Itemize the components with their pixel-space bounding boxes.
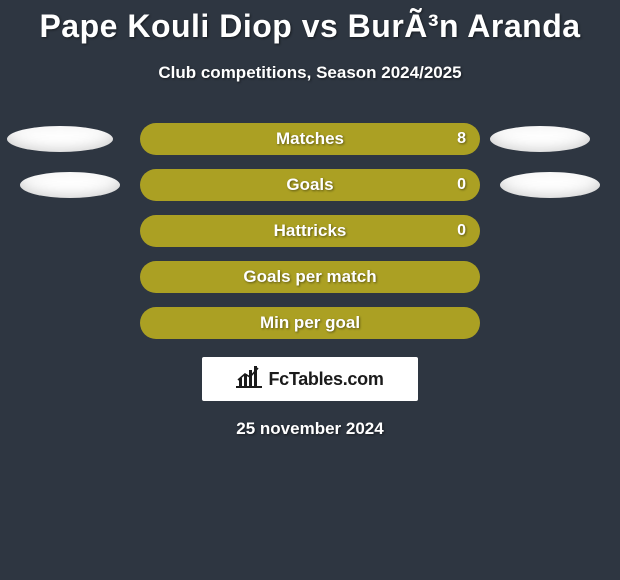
stat-label: Matches	[276, 129, 344, 149]
stat-value: 0	[457, 222, 466, 240]
stat-value: 8	[457, 130, 466, 148]
chart-icon	[236, 366, 262, 393]
left-ellipse	[20, 172, 120, 198]
right-ellipse	[490, 126, 590, 152]
stat-bar: Hattricks 0	[140, 215, 480, 247]
stat-row: Goals per match	[0, 261, 620, 293]
stat-bars: Matches 8 Goals 0 Hattricks 0 Goals per match M…	[0, 123, 620, 339]
stat-value: 0	[457, 176, 466, 194]
stat-bar: Matches 8	[140, 123, 480, 155]
stat-row: Hattricks 0	[0, 215, 620, 247]
stat-label: Hattricks	[274, 221, 347, 241]
page-title: Pape Kouli Diop vs BurÃ³n Aranda	[0, 0, 620, 45]
right-ellipse	[500, 172, 600, 198]
stat-bar: Goals per match	[140, 261, 480, 293]
stat-row: Matches 8	[0, 123, 620, 155]
stat-label: Goals	[286, 175, 333, 195]
logo-box: FcTables.com	[202, 357, 418, 401]
comparison-infographic: Pape Kouli Diop vs BurÃ³n Aranda Club co…	[0, 0, 620, 580]
logo-text: FcTables.com	[268, 369, 383, 390]
left-ellipse	[7, 126, 113, 152]
date-text: 25 november 2024	[0, 419, 620, 439]
stat-bar: Min per goal	[140, 307, 480, 339]
stat-row: Min per goal	[0, 307, 620, 339]
subtitle: Club competitions, Season 2024/2025	[0, 63, 620, 83]
stat-bar: Goals 0	[140, 169, 480, 201]
stat-row: Goals 0	[0, 169, 620, 201]
stat-label: Goals per match	[243, 267, 376, 287]
stat-label: Min per goal	[260, 313, 360, 333]
